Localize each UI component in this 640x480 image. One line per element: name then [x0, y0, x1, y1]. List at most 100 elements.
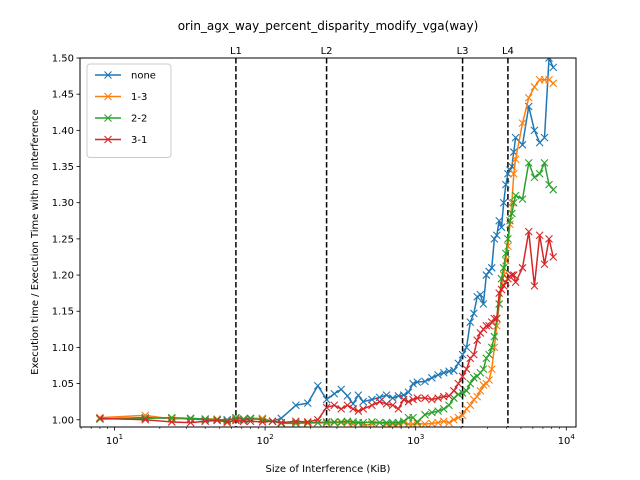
data-point [540, 260, 549, 269]
data-point [518, 263, 527, 272]
x-tick-label: 102 [257, 433, 274, 447]
data-point [524, 93, 533, 102]
data-point [388, 394, 397, 402]
data-point [303, 418, 312, 426]
data-point [524, 159, 533, 167]
data-point [337, 385, 346, 394]
data-point [549, 63, 558, 72]
data-point [375, 418, 384, 427]
data-point [421, 420, 429, 427]
data-point [337, 418, 346, 426]
data-point [458, 372, 467, 381]
cache-line-label-l1: L1 [230, 46, 242, 57]
data-point [530, 83, 539, 91]
data-point [492, 231, 501, 240]
data-point [439, 368, 448, 377]
data-point [482, 354, 491, 363]
data-point [434, 407, 442, 415]
y-tick-label: 1.05 [52, 379, 74, 390]
data-point [466, 401, 475, 410]
data-point [499, 282, 508, 290]
data-point [96, 414, 104, 423]
data-point [458, 350, 467, 359]
data-point [499, 263, 508, 272]
x-axis-ticks: 101 102 103 104 [80, 427, 576, 447]
data-point [368, 395, 376, 404]
data-point [509, 271, 518, 279]
data-point [507, 209, 516, 218]
data-point [368, 418, 376, 426]
data-point [518, 119, 527, 128]
x-tick-label: 104 [558, 433, 576, 447]
data-point [501, 256, 510, 265]
data-point [388, 418, 397, 427]
data-point [479, 300, 488, 308]
data-point [535, 231, 544, 240]
data-point [343, 401, 352, 410]
data-point [445, 401, 453, 410]
data-point [313, 381, 322, 390]
data-point [504, 234, 512, 243]
y-tick-label: 1.30 [52, 198, 74, 209]
cache-level-lines: L1 L2 L3 L4 [230, 46, 514, 427]
data-point [485, 321, 493, 330]
data-point [427, 373, 436, 382]
data-point [382, 399, 391, 408]
data-point [413, 378, 422, 387]
data-point [413, 419, 422, 427]
data-point [322, 395, 331, 404]
data-point [186, 418, 195, 427]
data-point [501, 180, 510, 189]
data-point [421, 394, 429, 402]
legend-marker [104, 135, 112, 144]
data-point [540, 159, 549, 167]
plot-area: L1 L2 L3 L4 [96, 46, 558, 427]
data-point [439, 405, 448, 413]
data-point [354, 407, 363, 415]
data-point [487, 263, 496, 272]
data-point [485, 350, 493, 359]
data-point [232, 413, 240, 422]
data-point [476, 290, 485, 299]
data-point [497, 223, 506, 232]
data-point [359, 405, 368, 413]
data-point [530, 173, 539, 182]
data-point [501, 249, 510, 258]
data-point [434, 371, 442, 379]
data-point [232, 416, 240, 425]
legend-entry-2-2: 2-2 [95, 114, 147, 125]
data-point [268, 417, 277, 426]
data-point [462, 343, 471, 352]
legend-label: none [131, 71, 156, 82]
data-point [490, 332, 499, 341]
legend-entry-none: none [95, 71, 156, 82]
cache-line-label-l4: L4 [502, 46, 514, 57]
data-point [507, 271, 516, 279]
chart-title: orin_agx_way_percent_disparity_modify_vg… [178, 19, 479, 33]
data-point [479, 365, 488, 374]
data-point [549, 79, 558, 88]
y-tick-label: 1.50 [52, 54, 74, 65]
data-point [482, 379, 491, 388]
data-point [330, 401, 339, 410]
data-point [449, 394, 458, 402]
data-point [359, 397, 368, 406]
legend-label: 2-2 [131, 114, 147, 125]
data-point [454, 390, 463, 399]
y-tick-label: 1.25 [52, 234, 74, 245]
x-tick-label: 103 [407, 433, 424, 447]
data-point [482, 271, 491, 279]
data-point [382, 420, 391, 427]
data-point [454, 413, 463, 422]
data-point [404, 388, 413, 397]
legend-box [86, 63, 172, 158]
y-tick-label: 1.10 [52, 343, 74, 354]
legend-entry-1-3: 1-3 [95, 92, 147, 103]
data-point [404, 397, 413, 406]
data-point [530, 282, 539, 290]
data-point [409, 379, 417, 388]
data-point [549, 185, 558, 194]
y-tick-label: 1.45 [52, 90, 74, 101]
data-point [473, 336, 482, 345]
data-point [509, 169, 518, 178]
